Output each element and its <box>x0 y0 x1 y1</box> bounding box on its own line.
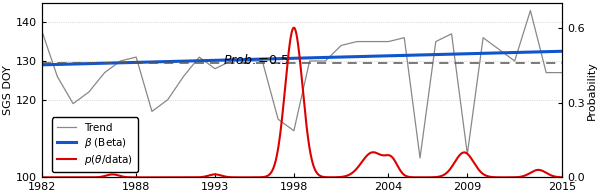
Trend <box>353 40 361 43</box>
Trend <box>38 29 45 31</box>
Trend <box>133 56 140 58</box>
$p(\theta/\mathrm{data})$ <box>559 176 566 178</box>
Trend <box>306 60 313 62</box>
Trend <box>385 40 392 43</box>
Trend <box>401 36 408 39</box>
Y-axis label: SGS DOY: SGS DOY <box>3 65 13 115</box>
Trend <box>290 130 298 132</box>
$p(\theta/\mathrm{data})$ <box>38 176 45 179</box>
Trend <box>479 36 487 39</box>
Trend <box>243 60 250 62</box>
$p(\theta/\mathrm{data})$ <box>290 27 298 29</box>
Trend <box>495 48 502 51</box>
Trend <box>164 99 172 101</box>
Trend <box>196 56 203 58</box>
Trend <box>148 110 155 113</box>
Trend <box>274 118 281 120</box>
Trend <box>338 44 345 47</box>
Line: $p(\theta/\mathrm{data})$: $p(\theta/\mathrm{data})$ <box>41 28 562 177</box>
Trend <box>85 91 92 93</box>
$p(\theta/\mathrm{data})$ <box>492 176 499 178</box>
Trend <box>180 75 187 78</box>
Trend <box>259 60 266 62</box>
Trend <box>70 103 77 105</box>
$p(\theta/\mathrm{data})$ <box>260 176 267 178</box>
Trend <box>101 71 108 74</box>
Trend <box>559 71 566 74</box>
Trend <box>416 157 424 159</box>
Y-axis label: Probability: Probability <box>587 61 597 120</box>
$p(\theta/\mathrm{data})$ <box>97 176 104 178</box>
Trend <box>227 60 235 62</box>
Trend <box>542 71 550 74</box>
Legend: Trend, $\beta$ (Beta), $p(\theta/\mathrm{data})$: Trend, $\beta$ (Beta), $p(\theta/\mathrm… <box>52 117 139 172</box>
Trend <box>369 40 376 43</box>
Trend <box>511 60 518 62</box>
Trend <box>527 9 534 12</box>
Trend <box>448 33 455 35</box>
Trend <box>211 67 218 70</box>
Line: Trend: Trend <box>41 11 562 158</box>
Trend <box>432 40 439 43</box>
$p(\theta/\mathrm{data})$ <box>548 175 556 177</box>
Trend <box>117 60 124 62</box>
$p(\theta/\mathrm{data})$ <box>128 176 136 178</box>
Text: $\it{Prob.}$=0.5: $\it{Prob.}$=0.5 <box>223 53 289 67</box>
Trend <box>464 153 471 155</box>
$p(\theta/\mathrm{data})$ <box>238 176 245 179</box>
Trend <box>54 75 61 78</box>
Trend <box>322 60 329 62</box>
